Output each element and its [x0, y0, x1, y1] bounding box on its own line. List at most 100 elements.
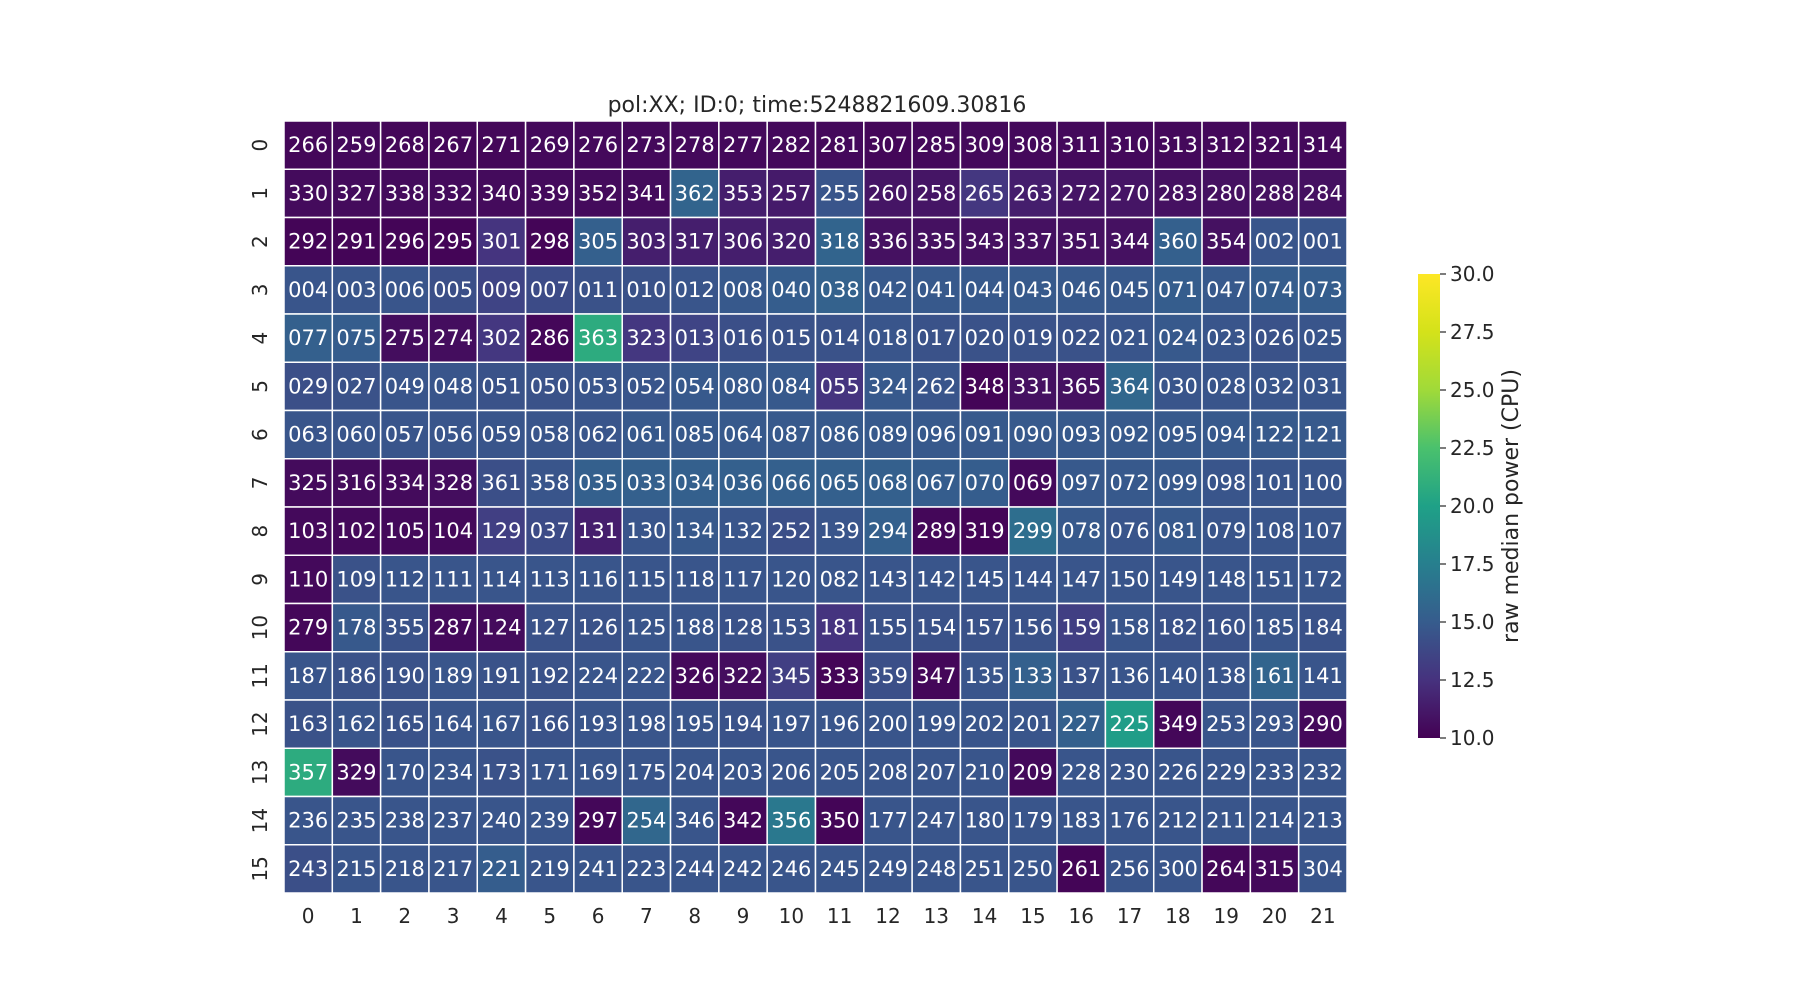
- cell-value: 043: [1013, 278, 1053, 302]
- cell-value: 044: [965, 278, 1005, 302]
- heatmap-cell: [1297, 651, 1348, 701]
- cell-value: 159: [1061, 616, 1101, 640]
- cell-value: 062: [578, 423, 618, 447]
- colorbar-tick-label: 30.0: [1450, 262, 1495, 286]
- heatmap-cell: [1152, 409, 1203, 460]
- cell-value: 053: [578, 374, 618, 398]
- heatmap-cell: [524, 216, 575, 267]
- cell-value: 292: [288, 230, 328, 254]
- heatmap-cell: [814, 216, 865, 267]
- cell-value: 324: [868, 374, 908, 398]
- cell-value: 306: [723, 230, 763, 254]
- cell-value: 140: [1158, 664, 1198, 688]
- cell-value: 242: [723, 857, 763, 881]
- x-tick-label: 15: [1020, 904, 1045, 928]
- heatmap-cell: [959, 506, 1010, 556]
- x-tick-label: 10: [779, 904, 804, 928]
- x-tick-label: 19: [1213, 904, 1238, 928]
- cell-value: 320: [771, 230, 811, 254]
- cell-value: 129: [481, 519, 521, 543]
- colorbar-tick-label: 25.0: [1450, 378, 1495, 402]
- cell-value: 221: [481, 857, 521, 881]
- x-tick-label: 17: [1117, 904, 1142, 928]
- cell-value: 112: [385, 567, 425, 591]
- x-tick-label: 8: [688, 904, 701, 928]
- heatmap-cell: [718, 409, 768, 460]
- cell-value: 238: [385, 809, 425, 833]
- cell-value: 116: [578, 567, 618, 591]
- cell-value: 260: [868, 181, 908, 205]
- heatmap-cell: [669, 168, 720, 219]
- y-tick-label: 7: [248, 477, 272, 490]
- cell-value: 303: [626, 230, 666, 254]
- heatmap-cell: [669, 554, 720, 605]
- cell-value: 047: [1206, 278, 1246, 302]
- heatmap-cell: [1104, 651, 1155, 701]
- heatmap-cell: [476, 844, 527, 894]
- cell-value: 265: [965, 181, 1005, 205]
- heatmap-cell: [1297, 409, 1348, 460]
- cell-value: 078: [1061, 519, 1101, 543]
- cell-value: 169: [578, 760, 618, 784]
- cell-value: 282: [771, 133, 811, 157]
- heatmap-cell: [863, 554, 913, 605]
- cell-value: 158: [1110, 616, 1150, 640]
- heatmap-cell: [863, 747, 913, 798]
- x-tick-label: 13: [924, 904, 949, 928]
- cell-value: 070: [965, 471, 1005, 495]
- heatmap-cell: [1201, 120, 1252, 170]
- cell-value: 041: [916, 278, 956, 302]
- cell-value: 283: [1158, 181, 1198, 205]
- cell-value: 212: [1158, 809, 1198, 833]
- heatmap-cell: [1152, 844, 1203, 894]
- cell-value: 142: [916, 567, 956, 591]
- heatmap-cell: [1297, 265, 1348, 315]
- cell-value: 214: [1254, 809, 1294, 833]
- cell-value: 035: [578, 471, 618, 495]
- cell-value: 198: [626, 712, 666, 736]
- heatmap-cell: [573, 602, 623, 653]
- heatmap-cell: [1104, 795, 1155, 846]
- heatmap-cell: [1201, 168, 1252, 219]
- cell-value: 165: [385, 712, 425, 736]
- heatmap-cell: [1104, 554, 1155, 605]
- heatmap-cell: [814, 120, 865, 170]
- cell-value: 213: [1303, 809, 1343, 833]
- cell-value: 188: [675, 616, 715, 640]
- y-tick-label: 10: [248, 615, 272, 640]
- x-tick-label: 0: [302, 904, 315, 928]
- cell-value: 090: [1013, 423, 1053, 447]
- x-tick-label: 5: [543, 904, 556, 928]
- x-axis-ticks: 0 1 2 3 4 5 6 7 8 9 10 11 12 13 14 15 16 17 18 19 20 21: [302, 904, 1336, 928]
- cell-value: 294: [868, 519, 908, 543]
- cell-value: 263: [1013, 181, 1053, 205]
- cell-value: 272: [1061, 181, 1101, 205]
- heatmap-cell: [766, 506, 817, 556]
- heatmap-cell: [621, 795, 672, 846]
- cell-value: 003: [336, 278, 376, 302]
- cell-value: 079: [1206, 519, 1246, 543]
- cell-value: 356: [771, 809, 811, 833]
- cell-value: 199: [916, 712, 956, 736]
- heatmap-cell: [1297, 361, 1348, 412]
- cell-value: 160: [1206, 616, 1246, 640]
- cell-value: 164: [433, 712, 473, 736]
- x-tick-label: 1: [350, 904, 363, 928]
- heatmap-cell: [476, 747, 527, 798]
- heatmap-cell: [959, 795, 1010, 846]
- y-tick-label: 11: [248, 663, 272, 688]
- heatmap-cell: [1249, 265, 1300, 315]
- x-tick-label: 18: [1165, 904, 1190, 928]
- heatmap-cell: [718, 313, 768, 363]
- cell-value: 130: [626, 519, 666, 543]
- cell-value: 055: [820, 374, 860, 398]
- cell-value: 136: [1110, 664, 1150, 688]
- x-tick-label: 3: [447, 904, 460, 928]
- heatmap-cell: [476, 602, 527, 653]
- cell-value: 060: [336, 423, 376, 447]
- cell-value: 355: [385, 616, 425, 640]
- cell-value: 206: [771, 760, 811, 784]
- y-tick-label: 0: [248, 139, 272, 152]
- cell-value: 163: [288, 712, 328, 736]
- heatmap-cell: [331, 265, 382, 315]
